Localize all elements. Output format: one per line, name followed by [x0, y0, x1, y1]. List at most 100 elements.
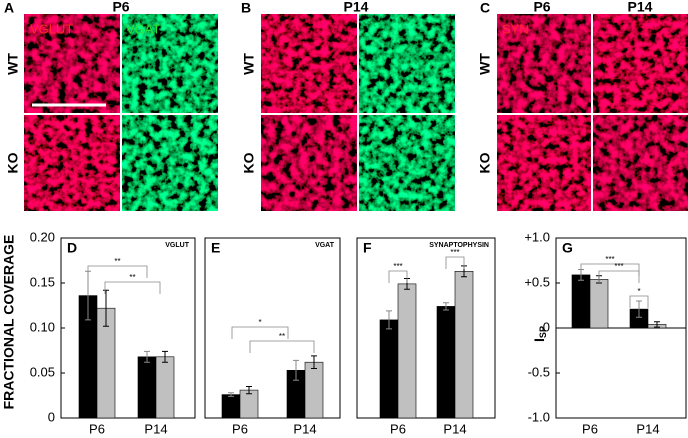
channel-label: VGLUT — [30, 21, 73, 36]
x-tick-label: P6 — [390, 421, 406, 436]
micrograph — [122, 115, 218, 211]
row-label: KO — [241, 152, 257, 173]
error-bar — [311, 355, 317, 369]
significance-label: ** — [279, 332, 285, 341]
micrograph — [261, 14, 357, 113]
micrograph — [24, 14, 120, 113]
panel-letter: B — [241, 0, 251, 16]
significance-label: *** — [614, 262, 623, 271]
x-tick-label: P14 — [636, 421, 659, 436]
x-tick-label: P6 — [582, 421, 598, 436]
row-label: WT — [477, 53, 493, 75]
error-bar — [162, 350, 168, 363]
bar — [379, 319, 399, 419]
bar — [436, 306, 456, 419]
significance-bracket — [598, 270, 640, 283]
significance-label: * — [637, 287, 640, 296]
y-tick-label: 0.15 — [30, 274, 55, 289]
error-bar — [228, 392, 234, 397]
significance-label: *** — [450, 248, 459, 257]
significance-label: *** — [393, 262, 402, 271]
y-axis-label-main: I — [531, 338, 547, 342]
significance-bracket — [231, 326, 289, 339]
error-bar — [636, 300, 642, 318]
micrograph — [359, 115, 455, 211]
bar — [137, 356, 157, 419]
significance-bracket — [249, 340, 315, 353]
panel-letter: D — [67, 240, 77, 256]
error-bar — [246, 386, 252, 395]
y-tick-label: 0.10 — [30, 319, 55, 334]
panel-letter: C — [480, 0, 490, 16]
bar — [221, 394, 241, 419]
column-label: P6 — [533, 0, 550, 15]
x-tick-label: P14 — [293, 421, 316, 436]
micrograph — [593, 115, 688, 211]
y-axis-label: FRACTIONAL COVERAGE — [1, 235, 17, 410]
significance-label: *** — [605, 255, 614, 264]
significance-bracket — [580, 263, 640, 276]
bar — [571, 274, 591, 329]
significance-bracket — [629, 295, 649, 308]
x-tick-label: P14 — [144, 421, 167, 436]
y-tick-label: +1.0 — [524, 229, 550, 244]
y-tick-label: 0.20 — [30, 229, 55, 244]
panel-label: SYNAPTOPHYSIN — [429, 242, 489, 249]
error-bar — [293, 359, 299, 381]
panel-letter: E — [211, 240, 220, 256]
y-tick-label: 0 — [543, 319, 550, 334]
panel-title: P14 — [344, 0, 369, 15]
micrograph — [497, 115, 591, 211]
plot-frame — [204, 237, 341, 419]
row-label: WT — [5, 53, 21, 75]
y-tick-label: +0.5 — [524, 274, 550, 289]
bar — [397, 283, 417, 419]
micrograph — [24, 115, 120, 211]
error-bar — [103, 289, 109, 327]
error-bar — [144, 350, 150, 363]
bar — [454, 270, 474, 419]
y-tick-label: -1.0 — [528, 409, 550, 424]
plot-frame — [356, 237, 496, 419]
y-axis-label-sub: SP — [538, 326, 548, 338]
significance-label: ** — [129, 273, 135, 282]
error-bar — [443, 302, 449, 311]
bar — [304, 361, 324, 419]
panel-label: VGLUT — [165, 242, 189, 249]
micrograph — [593, 14, 688, 113]
panel-letter: G — [562, 240, 573, 256]
x-tick-label: P6 — [89, 421, 105, 436]
row-label: KO — [477, 152, 493, 173]
y-tick-label: 0 — [48, 409, 55, 424]
bar — [239, 389, 259, 419]
micrograph — [497, 14, 591, 113]
x-tick-label: P6 — [232, 421, 248, 436]
micrograph — [122, 14, 218, 113]
row-label: WT — [241, 53, 257, 75]
panel-letter: F — [363, 240, 372, 256]
error-bar — [386, 310, 392, 330]
channel-label: VGAT — [126, 21, 160, 36]
significance-bracket — [104, 281, 161, 294]
significance-bracket — [445, 256, 465, 269]
significance-bracket — [388, 270, 408, 283]
x-tick-label: P14 — [443, 421, 466, 436]
micrograph — [261, 115, 357, 211]
y-tick-label: 0.05 — [30, 364, 55, 379]
panel-title: P6 — [112, 0, 129, 15]
micrograph — [359, 14, 455, 113]
panel-label: VGAT — [315, 242, 335, 249]
column-label: P14 — [628, 0, 653, 15]
channel-label: SYN — [502, 21, 529, 36]
panel-letter: A — [4, 0, 14, 16]
significance-label: * — [258, 318, 261, 327]
y-axis-label: ISP — [531, 326, 549, 342]
y-tick-label: -0.5 — [528, 364, 550, 379]
significance-label: ** — [114, 257, 120, 266]
error-bar — [654, 321, 660, 328]
bar — [155, 356, 175, 419]
significance-bracket — [87, 265, 148, 278]
micrographs: A P6 VGLUT VGAT WT KO B P14 WT KO C P6 P… — [4, 0, 688, 211]
bar — [589, 279, 609, 329]
